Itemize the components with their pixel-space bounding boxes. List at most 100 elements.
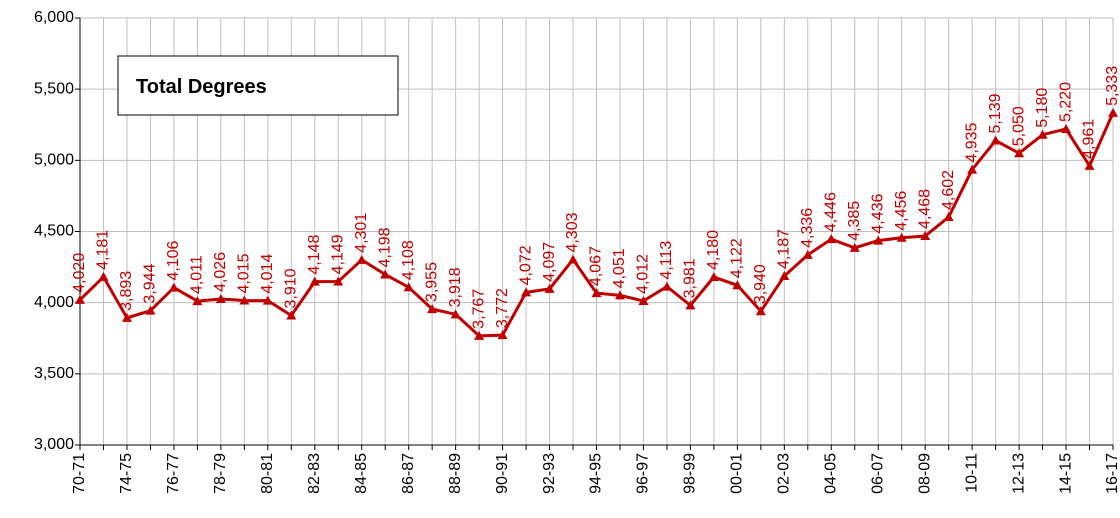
marker <box>427 304 438 314</box>
data-label: 4,336 <box>799 208 816 248</box>
x-tick-label: 74-75 <box>118 453 135 494</box>
data-label: 4,456 <box>893 191 910 231</box>
data-label: 4,012 <box>635 254 652 294</box>
marker <box>192 296 203 306</box>
x-tick-label: 14-15 <box>1057 453 1074 494</box>
data-label: 3,767 <box>470 289 487 329</box>
marker <box>168 282 179 292</box>
y-tick-label: 4,000 <box>34 294 74 311</box>
data-label: 4,148 <box>306 234 323 274</box>
x-tick-label: 08-09 <box>916 453 933 494</box>
data-label: 3,918 <box>447 267 464 307</box>
data-label: 4,067 <box>588 246 605 286</box>
data-label: 4,180 <box>705 230 722 270</box>
data-label: 5,333 <box>1104 66 1120 106</box>
marker <box>286 310 297 320</box>
marker <box>497 330 508 340</box>
x-tick-label: 10-11 <box>963 453 980 493</box>
x-tick-label: 98-99 <box>682 453 699 494</box>
y-tick-label: 4,500 <box>34 223 74 240</box>
marker <box>685 300 696 310</box>
marker <box>1108 107 1118 117</box>
y-tick-label: 3,000 <box>34 436 74 453</box>
x-tick-label: 16-17 <box>1104 453 1120 494</box>
data-label: 5,180 <box>1034 88 1051 128</box>
x-tick-label: 80-81 <box>259 453 276 494</box>
marker <box>450 309 461 319</box>
y-tick-label: 5,000 <box>34 152 74 169</box>
data-label: 3,955 <box>423 262 440 302</box>
marker <box>873 235 884 245</box>
data-label: 4,385 <box>846 201 863 241</box>
marker <box>1014 148 1025 158</box>
legend-box <box>117 55 399 116</box>
grid <box>75 17 1114 450</box>
marker <box>380 269 391 279</box>
data-label: 4,181 <box>95 230 112 270</box>
x-tick-label: 78-79 <box>212 453 229 494</box>
marker <box>544 283 555 293</box>
y-tick-label: 5,500 <box>34 80 74 97</box>
data-label: 5,220 <box>1057 82 1074 122</box>
marker <box>591 288 602 298</box>
data-label: 4,301 <box>353 213 370 253</box>
x-tick-label: 96-97 <box>635 453 652 494</box>
x-tick-label: 92-93 <box>541 453 558 494</box>
data-label: 3,772 <box>494 288 511 328</box>
marker <box>708 272 719 282</box>
data-label: 4,122 <box>729 238 746 278</box>
marker <box>779 271 790 281</box>
marker <box>943 211 954 221</box>
marker <box>1037 129 1048 139</box>
data-label: 4,935 <box>963 122 980 162</box>
x-tick-label: 70-71 <box>71 453 88 494</box>
marker <box>356 254 367 264</box>
x-tick-label: 86-87 <box>400 453 417 494</box>
marker <box>309 276 320 286</box>
data-label: 4,020 <box>71 253 88 293</box>
marker <box>896 232 907 242</box>
x-tick-label: 90-91 <box>494 453 511 494</box>
marker <box>75 294 85 304</box>
data-label: 4,961 <box>1081 119 1098 159</box>
marker <box>755 306 766 316</box>
marker <box>638 295 649 305</box>
y-tick-label: 3,500 <box>34 365 74 382</box>
y-tick-label: 6,000 <box>34 9 74 26</box>
x-tick-label: 76-77 <box>165 453 182 494</box>
marker <box>121 312 132 322</box>
data-label: 5,050 <box>1010 106 1027 146</box>
data-label: 4,303 <box>564 212 581 252</box>
data-label: 4,026 <box>212 252 229 292</box>
data-label: 4,011 <box>189 255 206 294</box>
data-label: 4,446 <box>822 192 839 232</box>
data-label: 4,149 <box>329 234 346 274</box>
data-label: 4,015 <box>236 253 253 293</box>
marker <box>990 135 1001 145</box>
data-label: 4,106 <box>165 240 182 280</box>
data-label: 3,940 <box>752 264 769 304</box>
x-tick-label: 94-95 <box>588 453 605 494</box>
marker <box>403 282 414 292</box>
x-tick-label: 88-89 <box>447 453 464 494</box>
x-tick-label: 84-85 <box>353 453 370 494</box>
marker <box>568 254 579 264</box>
x-tick-label: 04-05 <box>822 453 839 494</box>
marker <box>732 280 743 290</box>
marker <box>849 242 860 252</box>
marker <box>1084 160 1095 170</box>
data-label: 3,893 <box>118 271 135 311</box>
data-label: 4,014 <box>259 254 276 294</box>
data-label: 3,981 <box>682 258 699 298</box>
marker <box>826 234 837 244</box>
chart-title: Total Degrees <box>136 76 267 98</box>
marker <box>661 281 672 291</box>
marker <box>262 295 273 305</box>
data-label: 4,187 <box>776 229 793 269</box>
data-label: 3,910 <box>283 268 300 308</box>
marker <box>239 295 250 305</box>
data-label: 4,113 <box>658 241 675 280</box>
x-tick-label: 12-13 <box>1010 453 1027 494</box>
data-label: 4,468 <box>916 189 933 229</box>
marker <box>967 164 978 174</box>
